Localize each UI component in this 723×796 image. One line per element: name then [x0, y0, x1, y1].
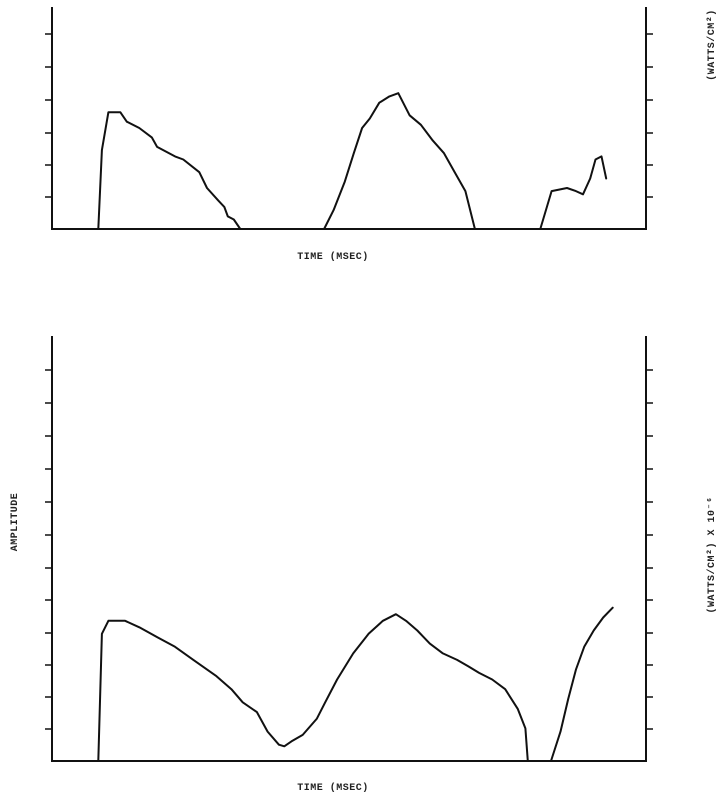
chart-top-x-axis-label: TIME (MSEC)	[297, 251, 369, 263]
chart-bottom-y-axis-label: AMPLITUDE	[10, 493, 21, 552]
chart-top-plot-area	[97, 92, 608, 230]
chart-bottom-plot-area	[97, 606, 614, 762]
chart-top-ticks	[45, 33, 653, 198]
chart-bottom-series-2-line	[550, 606, 614, 762]
chart-top-series-3-line	[539, 155, 608, 230]
chart-bottom-ticks	[45, 369, 653, 730]
chart-top-right-y-axis-label: (WATTS/CM²)	[706, 9, 718, 81]
chart-bottom-series-1-line	[97, 613, 529, 762]
chart-top-series-1-line	[97, 111, 242, 230]
chart-bottom-x-axis-label: TIME (MSEC)	[297, 782, 369, 794]
chart-top-axes	[51, 7, 647, 230]
chart-top-intensity: TIME (MSEC) (WATTS/CM²)	[45, 7, 718, 263]
chart-top-series-2-line	[323, 92, 476, 230]
chart-bottom-axes	[51, 336, 647, 762]
chart-bottom-right-y-axis-label: (WATTS/CM²) X 10⁻⁶	[706, 496, 718, 613]
chart-bottom-amplitude: TIME (MSEC) AMPLITUDE (WATTS/CM²) X 10⁻⁶	[10, 336, 718, 794]
